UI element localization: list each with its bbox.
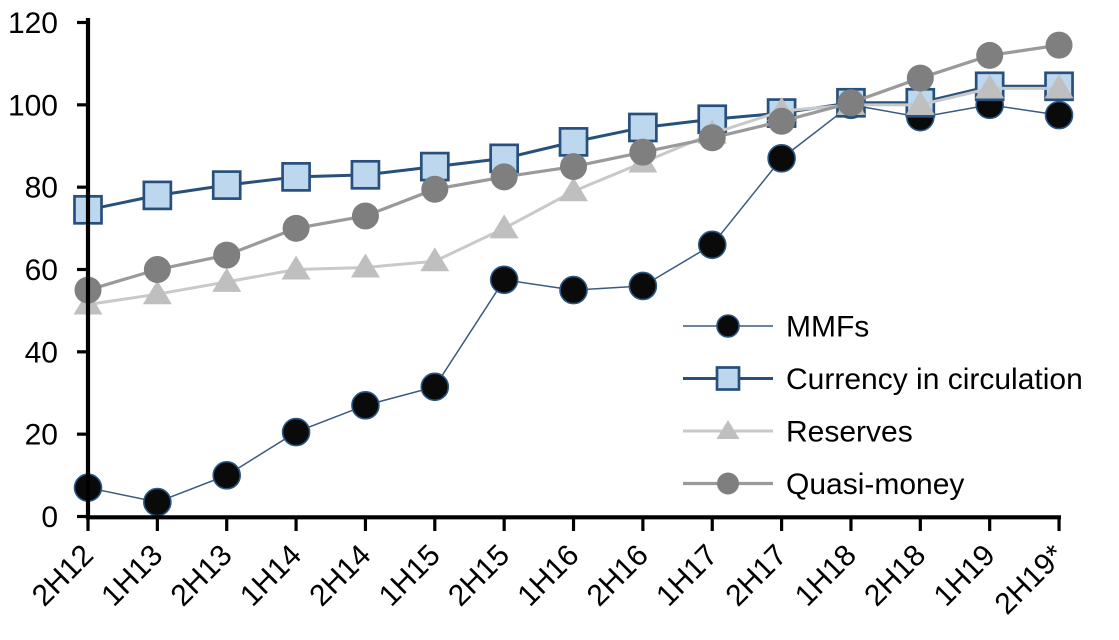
x-tick-label: 1H17 xyxy=(650,539,724,613)
series-reserves-marker xyxy=(281,255,311,280)
x-tick-label: 1H15 xyxy=(373,539,447,613)
series-currency-in-circulation-marker xyxy=(211,170,242,200)
series-quasi-money-marker xyxy=(717,472,739,495)
x-tick-label: 2H14 xyxy=(303,539,377,613)
y-tick-label: 60 xyxy=(25,254,58,287)
legend-label: Currency in circulation xyxy=(786,363,1083,396)
series-reserves-marker xyxy=(420,247,450,272)
series-quasi-money-marker xyxy=(282,214,310,242)
series-mmfs-marker xyxy=(767,144,796,173)
legend-item-quasi-money: Quasi-money xyxy=(683,468,964,501)
y-tick-label: 120 xyxy=(8,7,58,40)
series-currency-in-circulation-marker xyxy=(558,127,589,157)
series-reserves-marker xyxy=(975,74,1005,99)
series-quasi-money-marker xyxy=(1045,31,1073,59)
series-quasi-money-marker xyxy=(213,241,241,269)
series-quasi-money-marker xyxy=(421,175,449,203)
series-quasi-money-marker xyxy=(906,64,934,92)
x-tick-label: 2H15 xyxy=(442,539,516,613)
series-reserves-marker xyxy=(1044,74,1074,99)
y-tick-label: 80 xyxy=(25,172,58,205)
x-tick-label: 1H14 xyxy=(234,539,308,613)
legend: MMFs Currency in circulation Reserves Quasi… xyxy=(683,311,1083,501)
series-currency-in-circulation-marker xyxy=(281,162,311,192)
series-currency-in-circulation-marker xyxy=(419,151,450,182)
series-reserves-marker xyxy=(559,177,589,202)
x-tick-label: 1H19 xyxy=(928,539,1002,613)
series-quasi-money xyxy=(74,31,1073,304)
series-mmfs-marker xyxy=(559,275,588,305)
series-mmfs-marker xyxy=(489,265,519,295)
series-quasi-money-marker xyxy=(629,138,657,166)
x-tick-label: 2H17 xyxy=(720,539,794,613)
series-quasi-money-marker xyxy=(976,41,1004,69)
series-reserves-marker xyxy=(716,420,740,439)
series-quasi-money-marker xyxy=(143,256,171,283)
series-reserves-marker xyxy=(350,253,380,278)
series-reserves-marker xyxy=(212,267,242,292)
x-tick-label: 2H19* xyxy=(989,538,1072,621)
series-mmfs-marker xyxy=(697,230,727,260)
series-mmfs-marker xyxy=(628,271,658,301)
y-tick-label: 20 xyxy=(25,419,58,452)
series-quasi-money-marker xyxy=(490,163,518,191)
series-mmfs-marker xyxy=(420,372,450,402)
y-tick-label: 0 xyxy=(41,501,58,534)
series-currency-in-circulation-marker xyxy=(628,112,658,143)
legend-label: Quasi-money xyxy=(786,468,964,501)
y-tick-label: 100 xyxy=(8,89,58,122)
y-tick-label: 40 xyxy=(25,336,58,369)
legend-item-mmfs: MMFs xyxy=(683,311,869,344)
x-tick-label: 1H18 xyxy=(789,539,863,613)
series-reserves-marker xyxy=(905,90,935,115)
series-currency-in-circulation-marker xyxy=(715,366,741,391)
legend-item-currency-in-circulation: Currency in circulation xyxy=(683,363,1083,396)
x-tick-label: 2H13 xyxy=(165,539,239,613)
series-mmfs-marker xyxy=(143,487,172,517)
series-currency-in-circulation-marker xyxy=(350,159,381,190)
x-tick-label: 1H16 xyxy=(511,539,585,613)
series-reserves-marker xyxy=(489,214,519,239)
series-quasi-money-marker xyxy=(560,153,588,181)
series-mmfs-marker xyxy=(716,314,740,338)
legend-label: Reserves xyxy=(786,416,913,449)
series-quasi-money-marker xyxy=(698,124,726,152)
x-tick-label: 2H12 xyxy=(26,539,100,613)
series-reserves-marker xyxy=(142,280,172,305)
series-mmfs-marker xyxy=(212,461,242,490)
series-quasi-money-marker xyxy=(837,89,865,117)
series-mmfs-marker xyxy=(281,417,311,447)
series-quasi-money-marker xyxy=(351,202,379,230)
legend-label: MMFs xyxy=(786,311,869,344)
series-mmfs-marker xyxy=(1044,100,1074,130)
plot-area xyxy=(73,31,1074,517)
legend-item-reserves: Reserves xyxy=(683,416,913,449)
series-currency-in-circulation-marker xyxy=(142,180,173,211)
x-tick-label: 1H13 xyxy=(95,539,169,613)
series-mmfs-marker xyxy=(351,391,380,420)
x-tick-label: 2H16 xyxy=(581,539,655,613)
x-tick-label: 2H18 xyxy=(858,539,932,613)
series-quasi-money-marker xyxy=(768,107,796,135)
